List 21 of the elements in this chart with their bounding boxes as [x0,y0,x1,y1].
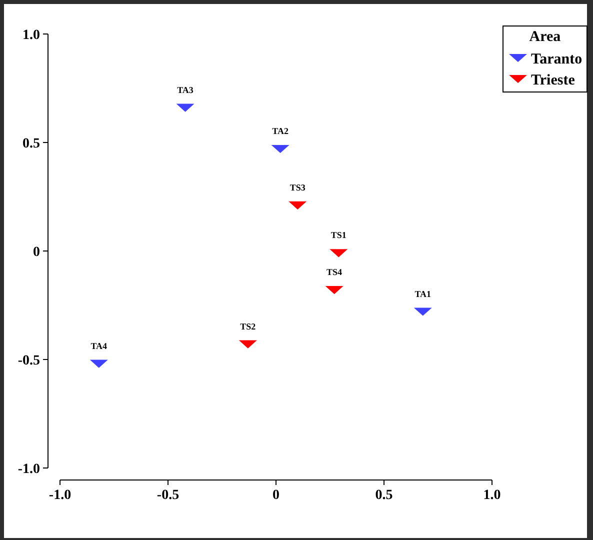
legend-label: Taranto [531,51,582,68]
legend-label: Trieste [531,72,576,88]
y-tick-label: 1.0 [22,28,40,43]
annotation: TS4 [326,267,343,278]
x-tick-label: -1.0 [48,488,72,503]
annotation: TA4 [90,340,108,351]
x-tick-label: 0 [272,488,280,503]
annotation: TA2 [272,126,289,136]
annotation: TS3 [290,182,306,192]
legend-title: Area [529,29,562,45]
annotation: TS2 [240,321,256,332]
y-tick-label: -0.5 [18,353,40,368]
annotation: TA1 [414,288,432,299]
y-tick-label: -1.0 [18,462,40,477]
x-tick-label: -0.5 [156,488,180,503]
annotation: TA3 [177,84,194,95]
x-tick-label: 0.5 [375,488,393,503]
annotation: TS1 [330,230,347,240]
x-tick-label: 1.0 [483,488,501,503]
y-tick-label: 0.5 [22,136,40,152]
y-tick-label: 0 [33,244,40,260]
